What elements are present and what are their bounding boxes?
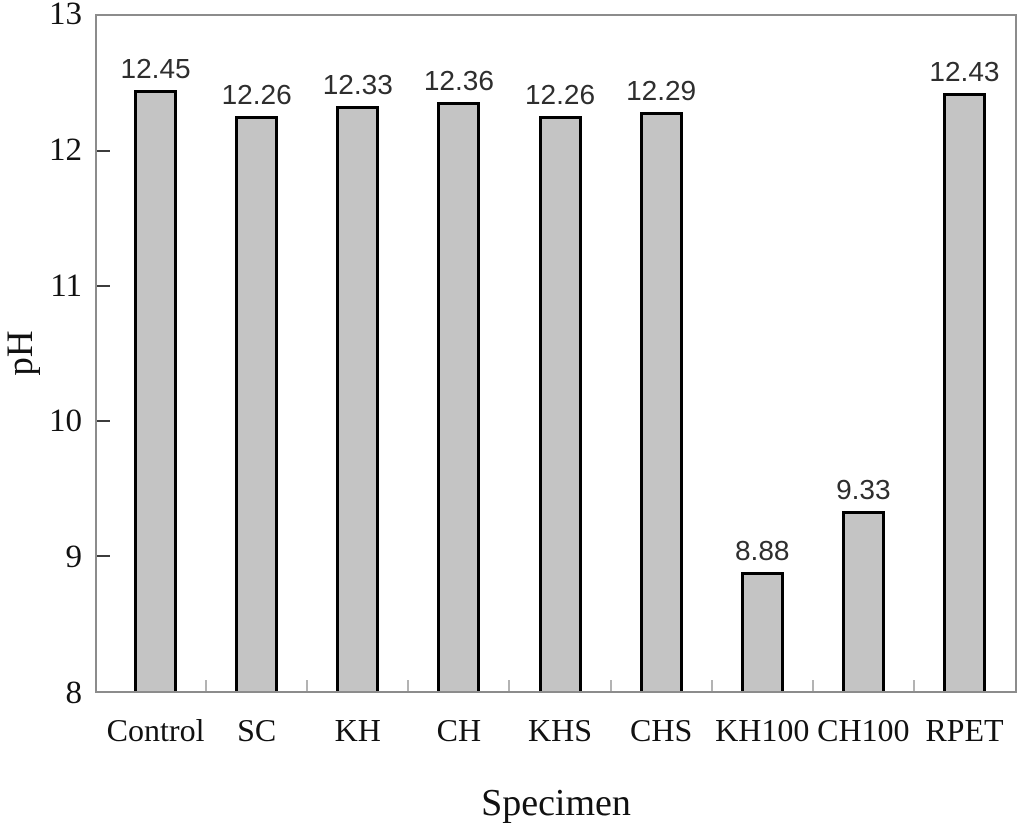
bar-khs (538, 115, 582, 691)
y-axis-tick-mark (97, 555, 110, 557)
y-axis-tick-labels: 8 9 10 11 12 13 (0, 0, 87, 711)
bar-value-label-chs: 12.29 (626, 74, 697, 106)
x-axis-label-ch100: CH100 (817, 712, 910, 748)
x-axis-boundary-tick (508, 680, 511, 691)
bar-rpet (942, 92, 986, 691)
bar-ch (437, 102, 481, 691)
y-axis-tick-mark (97, 420, 110, 422)
x-axis-boundary-tick (407, 680, 410, 691)
x-axis-title: Specimen (481, 782, 631, 824)
bar-kh100 (740, 572, 784, 691)
x-axis-label-chs: CHS (629, 712, 693, 748)
bar-value-label-kh: 12.33 (322, 69, 393, 101)
x-axis-boundary-tick (609, 680, 612, 691)
y-axis-title: pH (0, 330, 41, 376)
y-axis-tick-label: 9 (65, 539, 83, 576)
bar-control (134, 90, 178, 691)
bar-value-label-ch: 12.36 (423, 65, 494, 97)
bar-value-label-ch100: 9.33 (836, 474, 891, 506)
y-axis-tick-label: 13 (49, 0, 82, 32)
bar-sc (235, 115, 279, 691)
x-axis-label-khs: KHS (527, 712, 592, 748)
y-axis-tick-label: 11 (50, 267, 82, 304)
bar-value-label-rpet: 12.43 (929, 55, 1000, 87)
x-axis-label-rpet: RPET (925, 712, 1004, 748)
bar-chs (639, 111, 683, 691)
x-axis-boundary-tick (912, 680, 915, 691)
bar-value-label-sc: 12.26 (221, 78, 292, 110)
x-axis-boundary-tick (205, 680, 208, 691)
y-axis-tick-mark (97, 285, 110, 287)
x-axis-boundary-tick (710, 680, 713, 691)
y-axis-tick-label: 10 (49, 403, 82, 440)
x-axis-label-sc: SC (237, 712, 277, 748)
bar-value-label-kh100: 8.88 (734, 535, 790, 567)
x-axis-boundary-tick (811, 680, 814, 691)
bar-value-label-khs: 12.26 (524, 78, 596, 110)
y-axis-tick-label: 12 (49, 131, 82, 168)
x-axis-category-labels: Control SC KH CH KHS CHS KH100 CH100 RPET (105, 706, 1015, 754)
bar-ch100 (841, 511, 885, 691)
y-axis-tick-label: 8 (65, 675, 83, 711)
bar-value-label-control: 12.45 (120, 53, 191, 85)
bar-kh (336, 106, 380, 691)
x-axis-boundary-tick (306, 680, 309, 691)
x-axis-label-kh: KH (334, 712, 381, 748)
x-axis-label-control: Control (106, 712, 205, 748)
x-axis-label-kh100: KH100 (715, 712, 810, 748)
x-axis-label-ch: CH (436, 712, 482, 748)
y-axis-tick-mark (97, 150, 110, 152)
plot-area: 12.45 12.26 12.33 12.36 12.26 12.29 8.88 9.33 12… (95, 14, 1017, 693)
bars-layer: 12.45 12.26 12.33 12.36 12.26 12.29 8.88 9.33 12… (105, 16, 1015, 691)
